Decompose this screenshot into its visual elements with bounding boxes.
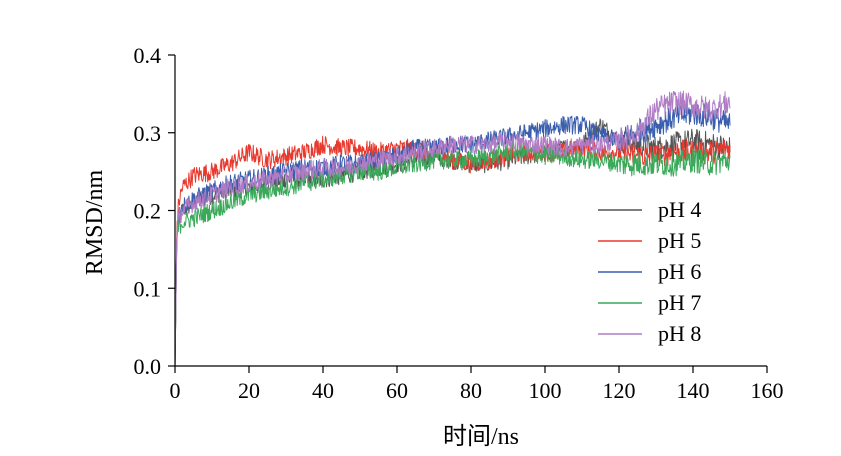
axes: 0 20 40 60 80 100 120 140 160 0.0 0.1 0.2 0.3 0.4: [134, 43, 784, 403]
x-tick-label: 40: [312, 378, 334, 403]
y-tick-label: 0.4: [134, 43, 162, 68]
legend-label: pH 4: [658, 197, 701, 222]
legend-label: pH 6: [658, 259, 701, 284]
x-tick-label: 80: [460, 378, 482, 403]
series-line-ph-8: [174, 90, 731, 367]
x-tick-label: 160: [751, 378, 784, 403]
legend-label: pH 7: [658, 290, 701, 315]
y-axis-title: RMSD/nm: [82, 169, 108, 275]
y-tick-label: 0.1: [134, 276, 162, 301]
legend-label: pH 8: [658, 321, 701, 346]
y-tick-label: 0.0: [134, 354, 162, 379]
x-tick-label: 100: [529, 378, 562, 403]
legend: pH 4 pH 5 pH 6 pH 7 pH 8: [598, 197, 701, 346]
x-tick-label: 140: [677, 378, 710, 403]
plot-area: [174, 90, 731, 367]
x-axis-title: 时间/ns: [443, 423, 519, 450]
x-tick-label: 60: [386, 378, 408, 403]
series-line-ph-5: [174, 135, 731, 367]
x-tick-label: 20: [238, 378, 260, 403]
x-tick-label: 120: [603, 378, 636, 403]
y-tick-label: 0.3: [134, 121, 162, 146]
x-tick-label: 0: [170, 378, 181, 403]
legend-label: pH 5: [658, 228, 701, 253]
y-tick-label: 0.2: [134, 199, 162, 224]
